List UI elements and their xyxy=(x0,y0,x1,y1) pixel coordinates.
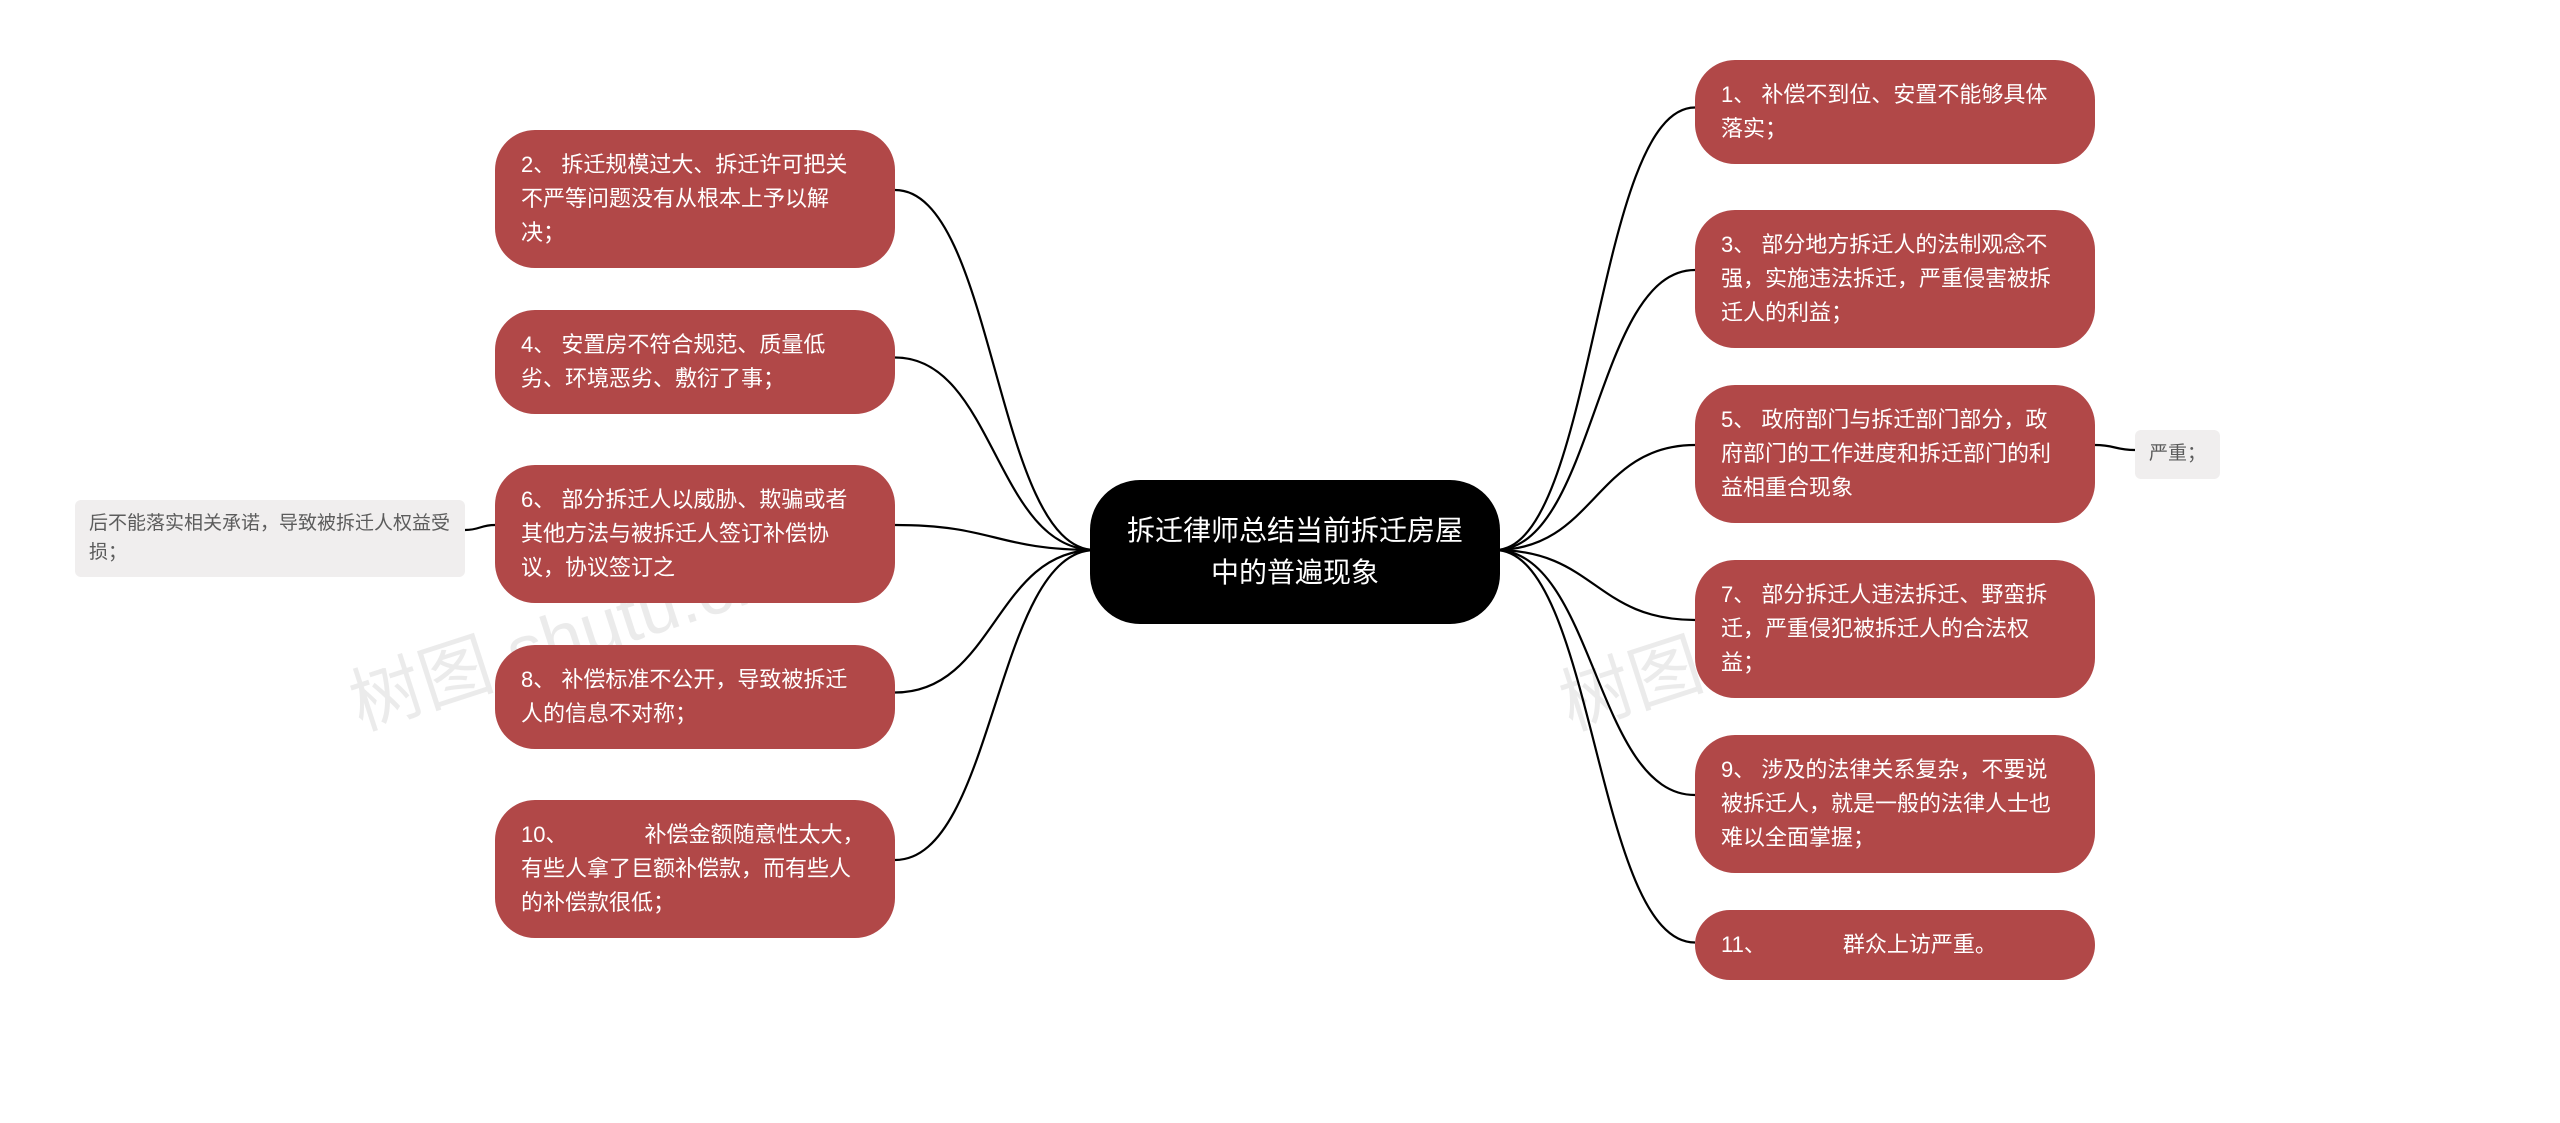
branch-node-11[interactable]: 11、 群众上访严重。 xyxy=(1695,910,2095,980)
branch-node-6[interactable]: 6、 部分拆迁人以威胁、欺骗或者其他方法与被拆迁人签订补偿协议，协议签订之 xyxy=(495,465,895,603)
branch-node-5[interactable]: 5、 政府部门与拆迁部门部分，政府部门的工作进度和拆迁部门的利益相重合现象 xyxy=(1695,385,2095,523)
branch-node-10[interactable]: 10、 补偿金额随意性太大，有些人拿了巨额补偿款，而有些人的补偿款很低； xyxy=(495,800,895,938)
branch-label: 10、 补偿金额随意性太大，有些人拿了巨额补偿款，而有些人的补偿款很低； xyxy=(521,822,864,915)
mindmap-canvas: 树图 shutu.cn 树图 shutu.cn 拆迁律师总结当前拆迁房屋中的普遍… xyxy=(0,0,2560,1123)
branch-node-7[interactable]: 7、 部分拆迁人违法拆迁、野蛮拆迁，严重侵犯被拆迁人的合法权益； xyxy=(1695,560,2095,698)
leaf-label: 后不能落实相关承诺，导致被拆迁人权益受损； xyxy=(89,513,450,563)
branch-label: 4、 安置房不符合规范、质量低劣、环境恶劣、敷衍了事； xyxy=(521,332,825,391)
branch-label: 3、 部分地方拆迁人的法制观念不强，实施违法拆迁，严重侵害被拆迁人的利益； xyxy=(1721,232,2051,325)
branch-node-2[interactable]: 2、 拆迁规模过大、拆迁许可把关不严等问题没有从根本上予以解决； xyxy=(495,130,895,268)
center-node[interactable]: 拆迁律师总结当前拆迁房屋中的普遍现象 xyxy=(1090,480,1500,624)
branch-label: 9、 涉及的法律关系复杂，不要说被拆迁人，就是一般的法律人士也难以全面掌握； xyxy=(1721,757,2051,850)
leaf-node-6[interactable]: 后不能落实相关承诺，导致被拆迁人权益受损； xyxy=(75,500,465,577)
branch-node-9[interactable]: 9、 涉及的法律关系复杂，不要说被拆迁人，就是一般的法律人士也难以全面掌握； xyxy=(1695,735,2095,873)
branch-label: 6、 部分拆迁人以威胁、欺骗或者其他方法与被拆迁人签订补偿协议，协议签订之 xyxy=(521,487,847,580)
branch-node-8[interactable]: 8、 补偿标准不公开，导致被拆迁人的信息不对称； xyxy=(495,645,895,749)
center-node-label: 拆迁律师总结当前拆迁房屋中的普遍现象 xyxy=(1127,515,1463,588)
leaf-node-5[interactable]: 严重； xyxy=(2135,430,2220,479)
branch-node-4[interactable]: 4、 安置房不符合规范、质量低劣、环境恶劣、敷衍了事； xyxy=(495,310,895,414)
branch-label: 1、 补偿不到位、安置不能够具体落实； xyxy=(1721,82,2047,141)
branch-label: 11、 群众上访严重。 xyxy=(1721,932,1997,957)
branch-label: 5、 政府部门与拆迁部门部分，政府部门的工作进度和拆迁部门的利益相重合现象 xyxy=(1721,407,2051,500)
branch-node-3[interactable]: 3、 部分地方拆迁人的法制观念不强，实施违法拆迁，严重侵害被拆迁人的利益； xyxy=(1695,210,2095,348)
branch-label: 2、 拆迁规模过大、拆迁许可把关不严等问题没有从根本上予以解决； xyxy=(521,152,847,245)
leaf-label: 严重； xyxy=(2149,443,2206,464)
branch-node-1[interactable]: 1、 补偿不到位、安置不能够具体落实； xyxy=(1695,60,2095,164)
branch-label: 7、 部分拆迁人违法拆迁、野蛮拆迁，严重侵犯被拆迁人的合法权益； xyxy=(1721,582,2047,675)
branch-label: 8、 补偿标准不公开，导致被拆迁人的信息不对称； xyxy=(521,667,847,726)
